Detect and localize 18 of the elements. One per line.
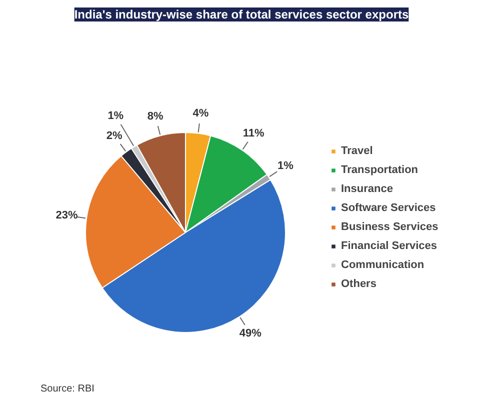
legend-label: Software Services (341, 201, 436, 216)
data-label: 2% (106, 130, 123, 142)
data-label: 1% (108, 110, 124, 122)
data-label: 49% (239, 327, 262, 340)
source-note: Source: RBI (40, 384, 94, 394)
data-label: 23% (56, 209, 78, 222)
legend-label: Communication (341, 258, 424, 273)
data-label: 11% (242, 128, 264, 140)
legend-label: Insurance (341, 182, 393, 197)
legend-label: Business Services (341, 220, 438, 235)
legend-label: Transportation (341, 163, 418, 178)
data-label: 1% (277, 160, 294, 172)
legend-label: Others (341, 277, 376, 292)
data-label: 8% (147, 110, 164, 122)
legend-label: Travel (341, 144, 373, 159)
chart-title: India's industry-wise share of total services sector exports (74, 8, 409, 22)
data-label: 4% (192, 107, 209, 120)
legend-label: Financial Services (341, 239, 437, 254)
